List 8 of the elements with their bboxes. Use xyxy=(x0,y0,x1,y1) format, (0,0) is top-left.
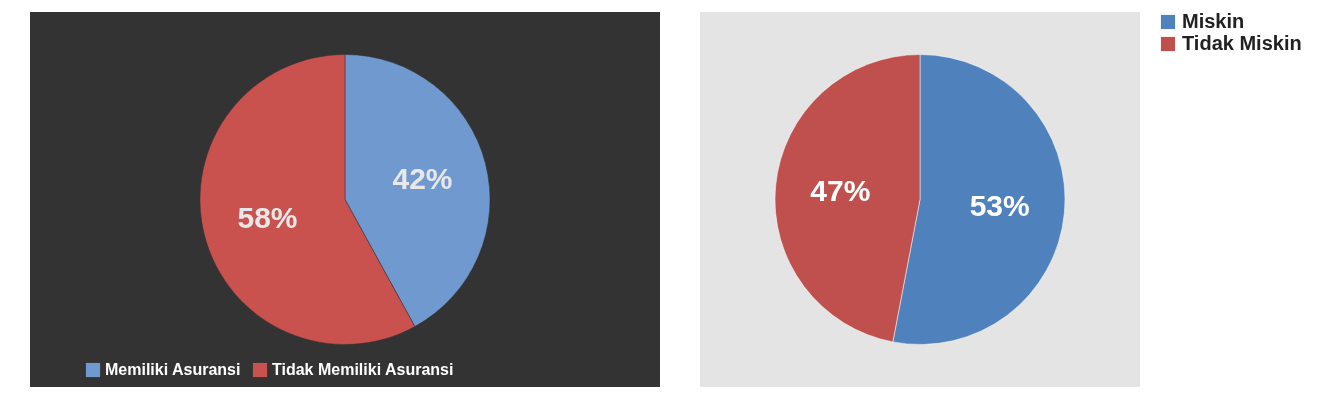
data-label: 53% xyxy=(969,189,1030,223)
legend-label: Memiliki Asuransi xyxy=(105,361,241,378)
legend-label: Miskin xyxy=(1182,10,1245,32)
data-label: 58% xyxy=(237,201,298,235)
data-label: 47% xyxy=(810,173,871,207)
data-label: 42% xyxy=(392,161,453,195)
legend-label: Tidak Memiliki Asuransi xyxy=(272,361,454,378)
legend-label: Tidak Miskin xyxy=(1182,32,1302,54)
